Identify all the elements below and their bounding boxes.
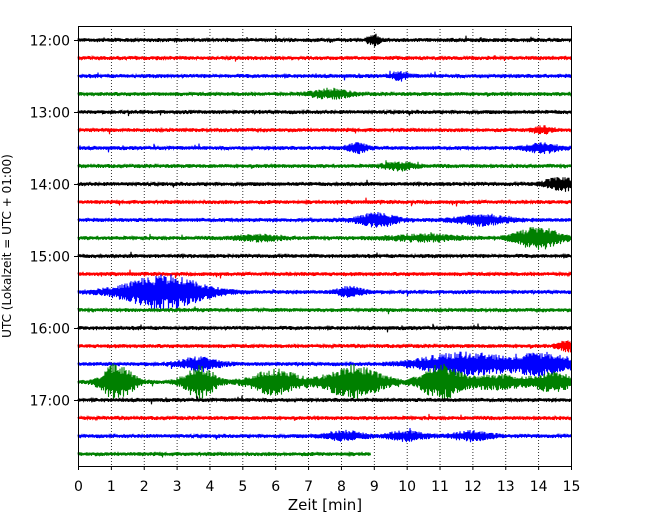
trace-1215 <box>77 54 572 62</box>
y-tick-label: 14:00 <box>30 178 70 194</box>
y-axis-ticks: 12:00 13:00 14:00 15:00 16:00 17:00 <box>30 34 78 410</box>
trace-1430 <box>77 211 572 228</box>
x-axis-ticks: 0 1 2 3 4 5 6 7 8 9 10 11 12 13 14 15 <box>74 466 580 495</box>
trace-1715 <box>77 413 572 422</box>
trace-1200 <box>77 33 572 47</box>
trace-1530 <box>77 274 572 310</box>
trace-1615 <box>77 340 572 353</box>
trace-1730 <box>77 428 572 443</box>
trace-1415 <box>77 197 572 207</box>
x-tick-label: 2 <box>140 479 149 495</box>
trace-1445 <box>77 227 572 250</box>
trace-1745 <box>77 450 372 458</box>
trace-1630 <box>77 351 572 377</box>
plot-frame <box>78 26 572 467</box>
x-tick-label: 10 <box>398 479 416 495</box>
trace-1400 <box>77 177 572 192</box>
x-tick-label: 11 <box>431 479 449 495</box>
trace-1245 <box>77 87 572 100</box>
trace-1230 <box>77 70 572 82</box>
y-tick-label: 13:00 <box>30 106 70 122</box>
y-tick-label: 12:00 <box>30 34 70 50</box>
trace-1330 <box>77 142 572 155</box>
trace-1600 <box>77 323 572 333</box>
x-tick-label: 8 <box>337 479 346 495</box>
x-tick-label: 3 <box>173 479 182 495</box>
x-tick-label: 14 <box>530 479 548 495</box>
trace-1300 <box>77 108 572 117</box>
trace-1500 <box>77 251 572 260</box>
x-axis-title: Zeit [min] <box>288 496 362 514</box>
trace-1515 <box>77 269 572 279</box>
x-tick-label: 6 <box>271 479 280 495</box>
trace-1545 <box>77 306 572 315</box>
x-tick-label: 4 <box>206 479 215 495</box>
x-tick-label: 1 <box>107 479 116 495</box>
trace-lines <box>77 33 572 458</box>
y-tick-label: 16:00 <box>30 322 70 338</box>
trace-1645 <box>77 363 572 401</box>
y-tick-label: 15:00 <box>30 250 70 266</box>
y-axis-title: UTC (Lokalzeit = UTC + 01:00) <box>0 154 14 338</box>
x-tick-label: 5 <box>238 479 247 495</box>
x-tick-label: 9 <box>370 479 379 495</box>
y-tick-label: 17:00 <box>30 394 70 410</box>
trace-1345 <box>77 160 572 172</box>
x-tick-label: 12 <box>464 479 482 495</box>
x-tick-label: 0 <box>74 479 83 495</box>
x-tick-label: 7 <box>304 479 313 495</box>
x-tick-label: 13 <box>497 479 515 495</box>
trace-1700 <box>77 395 572 405</box>
x-tick-label: 15 <box>563 479 581 495</box>
trace-1315 <box>77 125 572 135</box>
